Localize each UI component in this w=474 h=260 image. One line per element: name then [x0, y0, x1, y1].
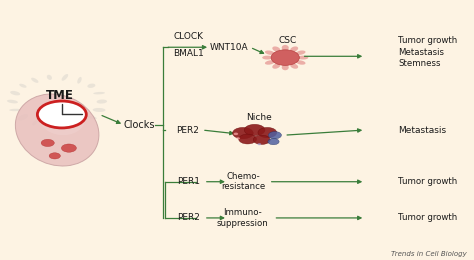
Text: CSC: CSC: [278, 36, 297, 45]
Ellipse shape: [87, 83, 95, 88]
Ellipse shape: [62, 74, 68, 81]
Ellipse shape: [10, 91, 20, 95]
Text: PER2: PER2: [177, 213, 200, 222]
Circle shape: [61, 144, 76, 152]
Circle shape: [41, 139, 55, 147]
Ellipse shape: [18, 114, 28, 121]
Ellipse shape: [15, 94, 99, 166]
Circle shape: [257, 143, 261, 145]
Ellipse shape: [38, 99, 85, 135]
Text: CLOCK: CLOCK: [174, 32, 204, 41]
Ellipse shape: [47, 123, 52, 129]
Text: Niche: Niche: [246, 113, 272, 122]
Ellipse shape: [282, 45, 289, 51]
Ellipse shape: [298, 56, 308, 60]
Text: Trends in Cell Biology: Trends in Cell Biology: [391, 251, 466, 257]
Ellipse shape: [272, 47, 280, 52]
Text: Clocks: Clocks: [124, 120, 155, 130]
Circle shape: [239, 134, 256, 144]
Ellipse shape: [296, 50, 306, 55]
Ellipse shape: [290, 47, 298, 52]
Text: Chemo-
resistance: Chemo- resistance: [221, 172, 265, 191]
Ellipse shape: [93, 92, 105, 94]
Text: WNT10A: WNT10A: [210, 43, 248, 52]
Circle shape: [237, 137, 240, 139]
Text: Tumor growth: Tumor growth: [398, 213, 457, 222]
Circle shape: [244, 124, 265, 136]
Ellipse shape: [282, 64, 289, 70]
Text: Immuno-
suppression: Immuno- suppression: [217, 208, 269, 228]
Circle shape: [253, 135, 270, 145]
Circle shape: [258, 127, 277, 138]
Ellipse shape: [93, 108, 106, 112]
Ellipse shape: [290, 63, 298, 69]
Text: Tumor growth: Tumor growth: [398, 177, 457, 186]
Ellipse shape: [272, 63, 280, 69]
Ellipse shape: [61, 123, 68, 128]
Ellipse shape: [86, 116, 97, 119]
Ellipse shape: [9, 109, 21, 111]
Text: TME: TME: [46, 89, 73, 102]
Ellipse shape: [296, 60, 306, 65]
Ellipse shape: [31, 78, 38, 83]
Ellipse shape: [77, 77, 82, 84]
Ellipse shape: [19, 84, 27, 88]
Ellipse shape: [32, 120, 37, 126]
Text: BMAL1: BMAL1: [173, 49, 204, 57]
Ellipse shape: [47, 75, 52, 80]
Ellipse shape: [7, 100, 18, 103]
Ellipse shape: [262, 56, 273, 60]
Text: PER1: PER1: [177, 177, 201, 186]
Circle shape: [271, 50, 300, 65]
Circle shape: [233, 127, 253, 139]
Circle shape: [37, 101, 86, 128]
Text: Tumor growth
Metastasis
Stemness: Tumor growth Metastasis Stemness: [398, 36, 457, 68]
Circle shape: [234, 133, 238, 135]
Text: PER2: PER2: [176, 126, 199, 134]
Ellipse shape: [265, 50, 274, 55]
Ellipse shape: [76, 120, 83, 126]
Text: Metastasis: Metastasis: [398, 126, 446, 134]
Circle shape: [49, 153, 60, 159]
Ellipse shape: [265, 60, 274, 65]
Circle shape: [268, 132, 282, 139]
Circle shape: [268, 139, 279, 145]
Ellipse shape: [97, 100, 107, 103]
